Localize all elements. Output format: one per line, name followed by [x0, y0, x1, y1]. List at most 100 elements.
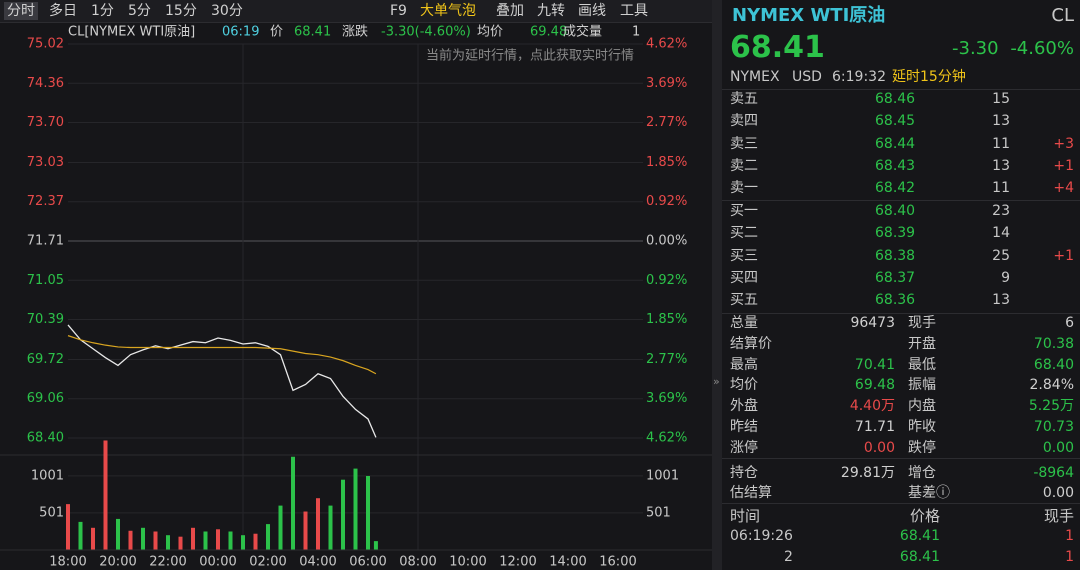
quote-change-label: 涨跌: [342, 24, 368, 40]
book-volume: 13: [992, 113, 1010, 130]
separator: [722, 89, 1080, 90]
book-price: 68.46: [875, 91, 916, 107]
stat-label: 均价: [730, 377, 758, 394]
stat-value: 6: [1065, 315, 1074, 331]
book-label: 买四: [730, 269, 758, 286]
trade-cell: 2: [784, 549, 793, 565]
volume-bar: [228, 531, 233, 550]
stat-value: 4.40万: [849, 398, 895, 415]
quote-volume-label: 成交量: [563, 24, 602, 40]
period-tab[interactable]: 15分: [165, 3, 197, 19]
splitter: »: [712, 0, 722, 570]
stat-label: 跌停: [908, 439, 936, 456]
volume-bar: [373, 541, 378, 550]
volume-tick-label: 501: [39, 505, 64, 520]
book-label: 卖五: [730, 91, 758, 107]
tool-button[interactable]: 九转: [537, 3, 565, 19]
quote-symbol: CL[NYMEX WTI原油]: [68, 25, 195, 40]
volume-bar: [266, 524, 270, 550]
y-tick-label: 72.37: [27, 194, 64, 209]
trade-cell: 1: [1065, 549, 1074, 565]
change: -3.30: [952, 38, 999, 59]
x-tick-label: 20:00: [99, 555, 136, 570]
stat-value: 0.00: [1042, 439, 1074, 456]
book-label: 卖三: [730, 135, 758, 152]
trade-cell: 68.41: [899, 528, 940, 544]
volume-bar: [91, 527, 95, 550]
volume-bar: [253, 533, 258, 550]
separator: [722, 313, 1080, 314]
stat-value: 2.84%: [1029, 377, 1074, 394]
book-change: +1: [1053, 157, 1074, 174]
volume-bar: [303, 511, 308, 550]
y-right-label: 0.92%: [646, 194, 687, 209]
stat-label: 最高: [730, 356, 758, 373]
book-label: 买一: [730, 203, 758, 219]
y-right-label: 0.00%: [646, 234, 687, 249]
book-volume: 11: [992, 180, 1010, 197]
quote-time: 06:19: [222, 25, 259, 40]
stat-label: 昨结: [730, 419, 758, 435]
period-tab[interactable]: 多日: [49, 3, 77, 19]
book-change: +3: [1053, 135, 1074, 152]
volume-bar: [316, 498, 320, 550]
period-tab[interactable]: 30分: [211, 3, 243, 19]
book-price: 68.45: [875, 113, 916, 130]
tool-button[interactable]: F9: [390, 3, 407, 19]
book-change: +4: [1053, 180, 1074, 197]
stat-value: 5.25万: [1028, 398, 1074, 415]
book-label: 买三: [730, 247, 758, 264]
volume-bar: [216, 529, 220, 550]
y-right-label: 2.77%: [646, 352, 687, 367]
x-tick-label: 10:00: [449, 555, 486, 570]
y-right-label: 1.85%: [646, 312, 687, 327]
book-price: 68.43: [875, 157, 916, 174]
volume-bar: [328, 505, 333, 550]
x-tick-label: 18:00: [49, 555, 86, 570]
volume-bar: [103, 440, 108, 550]
trade-cell: 06:19:26: [730, 528, 793, 544]
book-volume: 9: [1001, 269, 1010, 286]
x-tick-label: 12:00: [499, 555, 536, 570]
book-label: 卖一: [730, 180, 758, 197]
tool-button[interactable]: 叠加: [496, 3, 524, 19]
x-tick-label: 00:00: [199, 555, 236, 570]
x-tick-label: 02:00: [249, 555, 286, 570]
stat-label: 内盘: [908, 398, 936, 415]
book-price: 68.44: [875, 135, 916, 152]
y-right-label: 4.62%: [646, 37, 687, 52]
stat-value: 0.00: [1042, 485, 1074, 502]
delay-notice[interactable]: 当前为延时行情，点此获取实时行情: [426, 48, 634, 64]
trades-header: 现手: [1043, 507, 1074, 525]
book-price: 68.39: [875, 225, 916, 242]
x-tick-label: 14:00: [549, 555, 586, 570]
tool-button[interactable]: 工具: [620, 3, 648, 19]
quote-price-label: 价: [270, 25, 283, 40]
book-volume: 14: [992, 225, 1010, 242]
tool-button[interactable]: 大单气泡: [420, 3, 476, 19]
stat-value: 71.71: [854, 419, 895, 435]
tool-button[interactable]: 画线: [578, 3, 606, 19]
stat-label: 结算价: [730, 335, 772, 352]
y-tick-label: 75.02: [27, 37, 64, 52]
trade-cell: 1: [1065, 528, 1074, 544]
volume-bar: [153, 531, 158, 550]
separator: [722, 200, 1080, 201]
quote-change: -3.30(-4.60%): [381, 25, 471, 40]
volume-bar: [128, 530, 133, 550]
period-tab[interactable]: 1分: [91, 3, 114, 19]
stat-label: 现手: [908, 315, 936, 331]
currency: USD: [792, 69, 822, 85]
avg-line: [67, 335, 377, 375]
volume-tick-label: 1001: [31, 468, 64, 483]
volume-bar: [341, 479, 345, 550]
quote-avg: 69.48: [530, 25, 567, 40]
period-tab[interactable]: 分时: [4, 2, 38, 20]
stat-label: 最低: [908, 356, 936, 373]
trade-cell: 68.41: [899, 549, 940, 565]
x-tick-label: 06:00: [349, 555, 386, 570]
instrument-name: NYMEX WTI原油: [732, 5, 886, 26]
period-tab[interactable]: 5分: [128, 3, 151, 19]
stat-label: 基差ⓘ: [908, 485, 950, 502]
y-tick-label: 68.40: [27, 431, 64, 446]
